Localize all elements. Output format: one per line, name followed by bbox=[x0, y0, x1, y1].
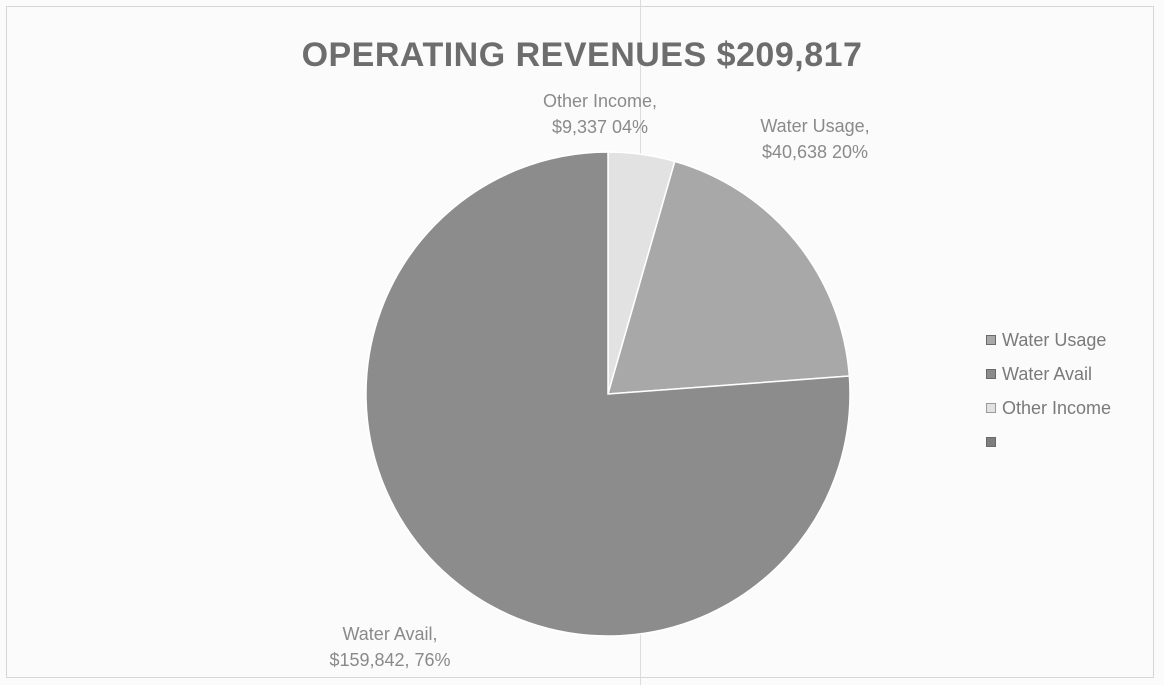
data-label-water-usage: Water Usage, $40,638 20% bbox=[715, 113, 915, 165]
legend-swatch-other-income bbox=[986, 403, 996, 413]
legend-label-water-usage: Water Usage bbox=[1002, 329, 1107, 350]
pie-slice-water-avail bbox=[365, 151, 851, 637]
legend-item-blank bbox=[986, 430, 1111, 454]
legend-item-water-usage: Water Usage bbox=[986, 328, 1111, 352]
legend-swatch-water-avail bbox=[986, 369, 996, 379]
data-label-water-usage-value: $40,638 20% bbox=[761, 142, 869, 162]
legend-swatch-water-usage bbox=[986, 335, 996, 345]
legend-label-other-income: Other Income bbox=[1002, 397, 1112, 418]
data-label-other-income-value: $9,337 04% bbox=[551, 117, 649, 137]
legend-swatch-blank bbox=[986, 437, 996, 447]
pie-slice-water-usage bbox=[606, 160, 851, 395]
legend-label-water-avail: Water Avail bbox=[1002, 363, 1093, 384]
data-label-other-income-name: Other Income, bbox=[542, 91, 658, 111]
data-label-other-income: Other Income, $9,337 04% bbox=[500, 88, 700, 140]
data-label-water-avail: Water Avail, $159,842, 76% bbox=[290, 621, 490, 673]
legend-item-other-income: Other Income bbox=[986, 396, 1111, 420]
data-label-water-avail-value: $159,842, 76% bbox=[329, 650, 451, 670]
chart-title: OPERATING REVENUES $209,817 bbox=[301, 36, 863, 74]
data-label-water-avail-name: Water Avail, bbox=[342, 624, 438, 644]
data-label-water-usage-name: Water Usage, bbox=[760, 116, 870, 136]
chart-legend: Water Usage Water Avail Other Income bbox=[986, 328, 1111, 464]
legend-item-water-avail: Water Avail bbox=[986, 362, 1111, 386]
chart-frame bbox=[6, 6, 1154, 678]
